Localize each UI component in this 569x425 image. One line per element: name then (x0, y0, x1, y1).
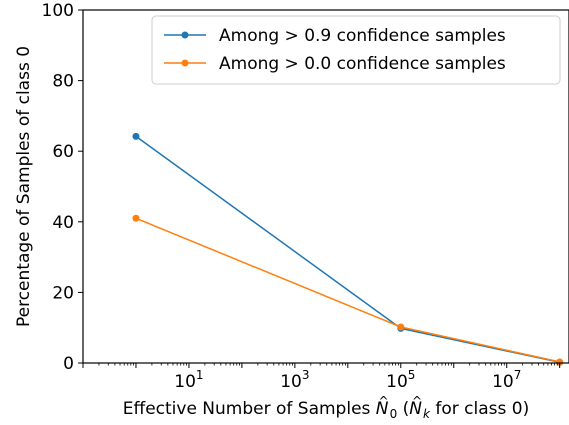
x-axis-label: Effective Number of Samples N^0 (N^k for… (123, 394, 530, 421)
legend-label-series-2: Among > 0.0 confidence samples (219, 54, 506, 74)
y-tick-label: 20 (52, 283, 74, 303)
x-tick-label: 105 (386, 368, 415, 392)
y-tick-label: 100 (42, 1, 74, 21)
legend: Among > 0.9 confidence samples Among > 0… (151, 15, 561, 85)
y-tick-label: 0 (63, 354, 74, 374)
legend-marker-series-1 (181, 31, 189, 39)
y-axis: 0 20 40 60 80 100 (42, 1, 83, 374)
series-2-point (397, 323, 405, 331)
x-tick-label: 103 (280, 368, 309, 392)
x-tick-label: 101 (174, 368, 203, 392)
legend-marker-series-2 (181, 59, 189, 67)
x-tick-label: 107 (492, 368, 521, 392)
legend-label-series-1: Among > 0.9 confidence samples (219, 26, 506, 46)
y-tick-label: 60 (52, 142, 74, 162)
series-1-line (135, 135, 560, 364)
y-tick-label: 40 (52, 213, 74, 233)
plot-frame (82, 9, 569, 364)
y-tick-label: 80 (52, 72, 74, 92)
plot-marks (132, 132, 564, 366)
series-1-point (132, 132, 140, 140)
y-axis-label: Percentage of Samples of class 0 (14, 46, 34, 327)
series-2-point (132, 214, 140, 222)
series-2-point (556, 358, 564, 366)
legend-box (151, 15, 561, 85)
x-axis: 101 103 105 107 (82, 363, 561, 392)
